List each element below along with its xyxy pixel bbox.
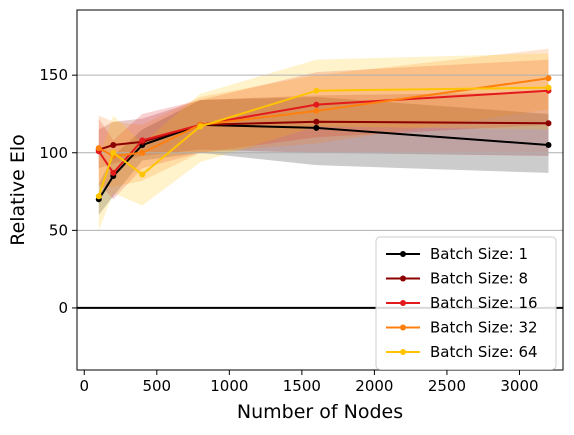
data-point: [313, 107, 320, 114]
series-lines: [95, 75, 552, 203]
x-tick-label: 0: [79, 377, 89, 395]
confidence-band-3: [98, 48, 549, 187]
y-tick-label: 100: [39, 144, 68, 162]
data-point: [139, 137, 146, 144]
data-point: [313, 87, 320, 94]
data-point: [95, 193, 102, 200]
legend-swatch-marker: [400, 275, 406, 282]
data-point: [313, 118, 320, 125]
series-line-4: [97, 86, 549, 197]
data-point: [545, 142, 552, 148]
data-point: [139, 171, 146, 178]
x-tick-label: 1000: [210, 377, 248, 395]
data-point: [95, 145, 102, 152]
data-point: [139, 149, 146, 156]
y-tick-label: 50: [49, 221, 68, 239]
legend-swatch-marker: [400, 324, 406, 331]
x-axis: 0 500 1000 1500 2000 2500 3000: [79, 370, 539, 395]
legend-label: Batch Size: 16: [430, 294, 538, 312]
legend-swatch-marker: [400, 349, 406, 355]
x-axis-title: Number of Nodes: [237, 401, 403, 423]
y-tick-label: 0: [58, 299, 68, 317]
y-axis: 0 50 100 150: [39, 66, 77, 317]
confidence-band-1: [98, 92, 549, 169]
data-point: [197, 123, 204, 130]
series-line-0: [97, 123, 549, 200]
plot-area: [76, 9, 564, 371]
y-tick-label: 150: [39, 66, 68, 84]
legend-label: Batch Size: 8: [430, 270, 528, 288]
data-point: [545, 75, 552, 82]
data-point: [545, 120, 552, 127]
series-line-2: [97, 89, 549, 175]
x-tick-label: 1500: [283, 377, 321, 395]
confidence-band-0: [98, 96, 549, 215]
legend-swatch-marker: [400, 251, 406, 257]
legend: Batch Size: 1 Batch Size: 8 Batch Size: 16…: [375, 236, 557, 370]
legend-label: Batch Size: 64: [430, 343, 538, 361]
data-point: [545, 84, 552, 91]
legend-label: Batch Size: 32: [430, 319, 538, 337]
x-tick-label: 500: [142, 377, 171, 395]
data-point: [313, 124, 320, 131]
legend-label: Batch Size: 1: [430, 245, 528, 263]
x-tick-label: 2000: [355, 377, 393, 395]
legend-box: [375, 236, 557, 370]
x-tick-label: 3000: [500, 377, 538, 395]
legend-swatch-marker: [400, 300, 406, 306]
data-point: [110, 149, 117, 156]
data-point: [110, 142, 117, 148]
data-point: [313, 101, 320, 108]
x-tick-label: 2500: [428, 377, 466, 395]
y-axis-title: Relative Elo: [7, 134, 29, 246]
data-point: [110, 169, 117, 176]
